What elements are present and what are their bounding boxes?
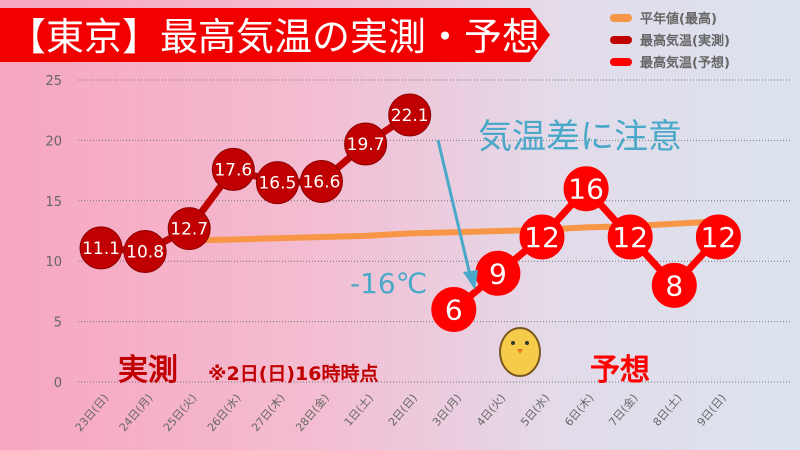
forecast-label: 予想 (590, 353, 650, 388)
data-point (123, 230, 167, 274)
data-label: 22.1 (391, 106, 429, 126)
x-tick-label: 23日(日) (73, 392, 112, 435)
x-tick-label: 27日(木) (249, 392, 288, 435)
x-tick-label: 9日(日) (695, 392, 729, 429)
y-tick-label: 25 (45, 74, 62, 89)
mascot-eye (511, 341, 515, 345)
x-tick-label: 24日(月) (117, 392, 156, 435)
x-tick-label: 1日(土) (342, 392, 376, 429)
data-label: 11.1 (82, 239, 120, 259)
data-label: 19.7 (347, 135, 385, 155)
y-tick-label: 5 (54, 316, 62, 331)
data-point (79, 226, 123, 270)
data-point (695, 214, 741, 260)
chart-title: 【東京】最高気温の実測・予想 (8, 15, 540, 59)
data-point (431, 287, 477, 333)
data-label: 12.7 (170, 220, 208, 240)
data-point (255, 161, 299, 205)
data-label: 8 (665, 269, 683, 302)
y-tick-label: 0 (54, 376, 62, 391)
legend-label: 平年値(最高) (640, 11, 717, 27)
x-tick-label: 3日(月) (430, 392, 464, 429)
legend-label: 最高気温(予想) (640, 55, 730, 71)
temp-diff-text: -16℃ (350, 267, 427, 300)
data-point (651, 262, 697, 308)
mascot-icon (499, 327, 541, 377)
data-point (300, 159, 343, 203)
observed-label: 実測 (118, 353, 178, 388)
data-label: 12 (612, 221, 648, 254)
drop-arrow (436, 139, 472, 276)
observed-note: ※2日(日)16時時点 (208, 363, 379, 385)
data-point (388, 93, 432, 137)
data-point (167, 207, 211, 251)
y-tick-label: 20 (45, 134, 62, 149)
x-tick-label: 4日(火) (474, 392, 508, 429)
x-tick-label: 6日(木) (562, 392, 596, 429)
legend-label: 最高気温(実測) (640, 33, 730, 49)
data-point (607, 214, 653, 260)
legend-swatch (610, 36, 632, 44)
legend-swatch (610, 14, 632, 22)
data-label: 9 (489, 257, 507, 290)
data-label: 10.8 (126, 243, 164, 263)
data-point (519, 214, 565, 260)
data-label: 17.6 (214, 160, 252, 180)
data-label: 16.6 (303, 172, 341, 192)
title-banner (0, 8, 550, 62)
x-tick-label: 2日(日) (386, 392, 420, 429)
data-point (563, 166, 609, 212)
x-tick-label: 25日(火) (161, 392, 200, 435)
drop-arrowhead (463, 270, 478, 290)
legend-swatch (610, 58, 632, 66)
data-label: 6 (445, 294, 463, 327)
x-tick-label: 5日(水) (518, 392, 552, 429)
data-point (344, 122, 388, 166)
mascot-beak (517, 349, 523, 354)
y-tick-label: 10 (45, 255, 62, 270)
x-tick-label: 28日(金) (292, 391, 331, 434)
x-tick-label: 8日(土) (650, 392, 684, 429)
x-tick-label: 7日(金) (606, 391, 641, 429)
data-point (211, 147, 255, 191)
x-tick-label: 26日(水) (205, 392, 244, 435)
mascot-eye (525, 341, 529, 345)
warning-text: 気温差に注意 (478, 117, 682, 157)
data-label: 12 (524, 221, 560, 254)
data-label: 12 (701, 221, 737, 254)
data-label: 16 (568, 173, 604, 206)
y-tick-label: 15 (45, 195, 62, 210)
data-label: 16.5 (258, 174, 296, 194)
